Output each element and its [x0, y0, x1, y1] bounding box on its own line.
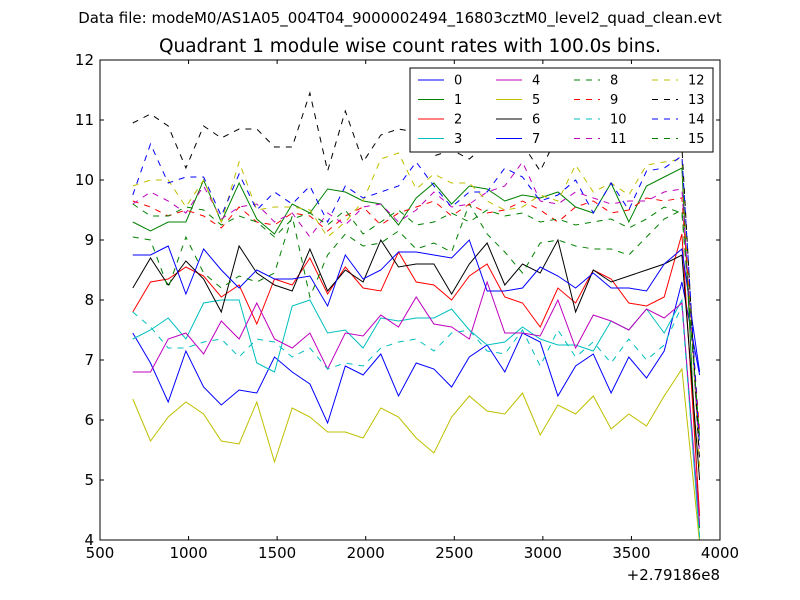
legend-label: 2	[454, 113, 462, 128]
y-tick-label: 9	[84, 231, 94, 249]
x-tick-label: 1000	[169, 544, 207, 562]
legend-item-13: 13	[652, 93, 705, 108]
legend-label: 5	[532, 93, 540, 108]
y-tick-label: 12	[75, 51, 94, 69]
legend-label: 9	[610, 93, 618, 108]
legend-item-2: 2	[418, 113, 462, 128]
y-tick-label: 5	[84, 471, 94, 489]
y-tick-label: 11	[75, 111, 94, 129]
legend-frame	[409, 67, 714, 153]
series-7-line	[132, 239, 701, 373]
legend-item-0: 0	[418, 74, 462, 89]
legend-item-11: 11	[574, 132, 627, 147]
legend-item-7: 7	[496, 132, 540, 147]
x-tick-label: 500	[86, 544, 115, 562]
legend-label: 7	[532, 132, 540, 147]
legend-item-3: 3	[418, 132, 462, 147]
series-11-line	[132, 161, 701, 457]
series-1-line	[132, 167, 701, 529]
figure-suptitle: Data file: modeM0/AS1A05_004T04_90000024…	[78, 9, 722, 27]
plot-area-frame	[99, 59, 721, 541]
legend-label: 13	[688, 93, 705, 108]
axis-ticks: 500 1000 1500 2000 2500 3000 3500 4000456789101…	[75, 51, 739, 562]
series-5-line	[132, 367, 700, 540]
legend-label: 15	[688, 132, 705, 147]
legend-label: 11	[610, 132, 627, 147]
legend-label: 6	[532, 113, 540, 128]
legend-label: 4	[532, 74, 540, 89]
x-tick-label: 4000	[701, 544, 739, 562]
legend-item-9: 9	[574, 93, 618, 108]
legend-label: 1	[454, 93, 462, 108]
legend-label: 10	[610, 113, 627, 128]
legend-label: 0	[454, 74, 462, 89]
series-10-line	[132, 305, 701, 538]
legend-label: 3	[454, 132, 462, 147]
legend-item-15: 15	[652, 132, 705, 147]
legend-item-10: 10	[574, 113, 627, 128]
series-14-line	[132, 142, 701, 448]
x-axis-offset-label: +2.79186e8	[627, 566, 720, 584]
x-tick-label: 2500	[435, 544, 473, 562]
x-tick-label: 3500	[612, 544, 650, 562]
legend-item-1: 1	[418, 93, 462, 108]
y-tick-label: 4	[84, 531, 94, 549]
series-12-line	[132, 152, 701, 469]
x-tick-label: 2000	[347, 544, 385, 562]
y-tick-label: 7	[84, 351, 94, 369]
legend-item-12: 12	[652, 74, 705, 89]
y-tick-label: 8	[84, 291, 94, 309]
legend-item-6: 6	[496, 113, 540, 128]
legend-item-14: 14	[652, 113, 705, 128]
legend-item-8: 8	[574, 74, 618, 89]
legend-label: 8	[610, 74, 618, 89]
series-0-line	[132, 281, 701, 425]
legend-item-5: 5	[496, 93, 540, 108]
y-tick-label: 6	[84, 411, 94, 429]
series-9-line	[132, 197, 701, 433]
legend-label: 14	[688, 113, 705, 128]
x-tick-label: 1500	[258, 544, 296, 562]
series-6-line	[132, 238, 701, 481]
chart-title: Quadrant 1 module wise count rates with …	[158, 36, 662, 57]
series-4-line	[132, 280, 701, 526]
series-15-line	[132, 203, 701, 439]
x-tick-label: 3000	[524, 544, 562, 562]
series-8-line	[132, 202, 701, 439]
series-3-line	[132, 298, 701, 540]
legend-label: 12	[688, 74, 705, 89]
legend-item-4: 4	[496, 74, 540, 89]
series-layer	[132, 91, 701, 540]
series-2-line	[132, 233, 701, 517]
y-tick-label: 10	[75, 171, 94, 189]
